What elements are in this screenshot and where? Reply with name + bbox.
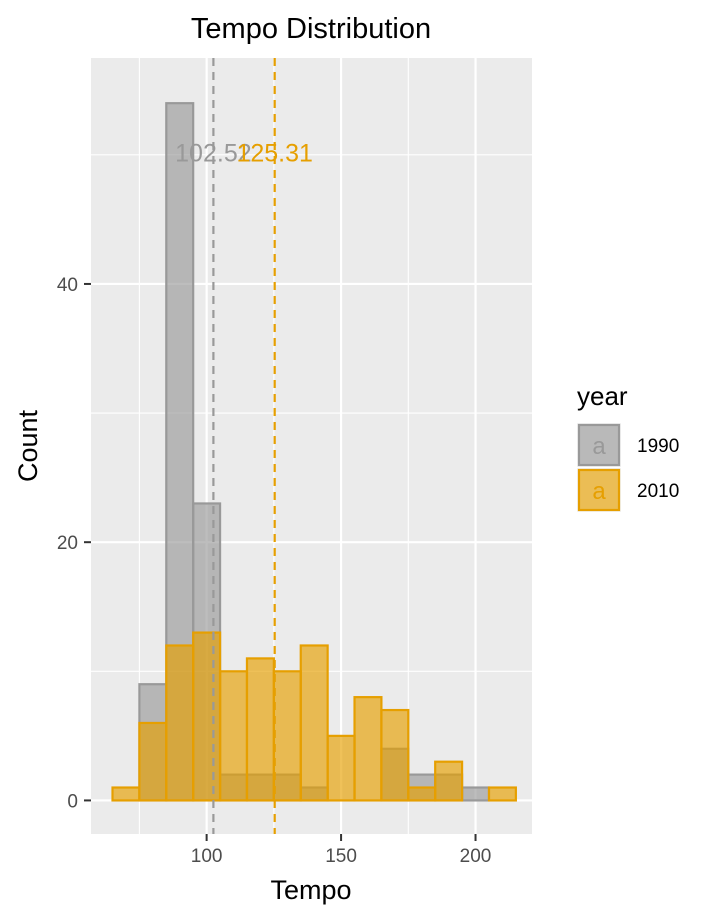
- legend-title: year: [577, 381, 628, 411]
- bar-1990-195: [460, 786, 491, 802]
- y-axis-title: Count: [13, 409, 43, 482]
- x-tick-label: 200: [460, 846, 492, 867]
- bar-2010-175: [407, 786, 437, 802]
- legend: year a 1990 a 2010: [577, 381, 679, 512]
- legend-key-glyph: a: [592, 433, 606, 460]
- legend-key-2010: [577, 468, 621, 512]
- legend-key-1990: [577, 423, 621, 467]
- bar-2010-205: [487, 786, 517, 802]
- bar-2010-145: [326, 734, 356, 802]
- bar-2010-65: [111, 786, 141, 802]
- bar-2010-115: [245, 657, 275, 802]
- y-tick-label: 0: [67, 791, 78, 812]
- legend-label-1990: 1990: [637, 436, 679, 457]
- mean-label-1990: 102.52: [175, 139, 251, 167]
- bar-2010-185: [434, 760, 464, 802]
- x-axis-title: Tempo: [270, 875, 351, 905]
- x-axis: 100 150 200: [191, 834, 492, 867]
- bar-2010-125: [272, 670, 302, 802]
- bar-2010-75: [138, 721, 168, 802]
- x-tick-label: 100: [191, 846, 223, 867]
- y-axis: 0 20 40: [57, 275, 91, 812]
- bar-2010-105: [218, 670, 249, 802]
- bar-2010-95: [192, 631, 222, 802]
- histogram-bars: [111, 102, 517, 802]
- chart-title: Tempo Distribution: [191, 13, 431, 45]
- bar-2010-155: [353, 696, 383, 802]
- bar-2010-85: [165, 644, 195, 802]
- legend-label-2010: 2010: [637, 481, 679, 502]
- bar-2010-135: [299, 644, 329, 802]
- bar-2010-165: [380, 708, 410, 802]
- legend-key-glyph: a: [592, 478, 606, 505]
- mean-label-2010: 125.31: [236, 139, 312, 167]
- x-tick-label: 150: [325, 846, 357, 867]
- y-tick-label: 20: [57, 533, 78, 554]
- minor-gridlines: [91, 58, 532, 834]
- y-tick-label: 40: [57, 275, 78, 296]
